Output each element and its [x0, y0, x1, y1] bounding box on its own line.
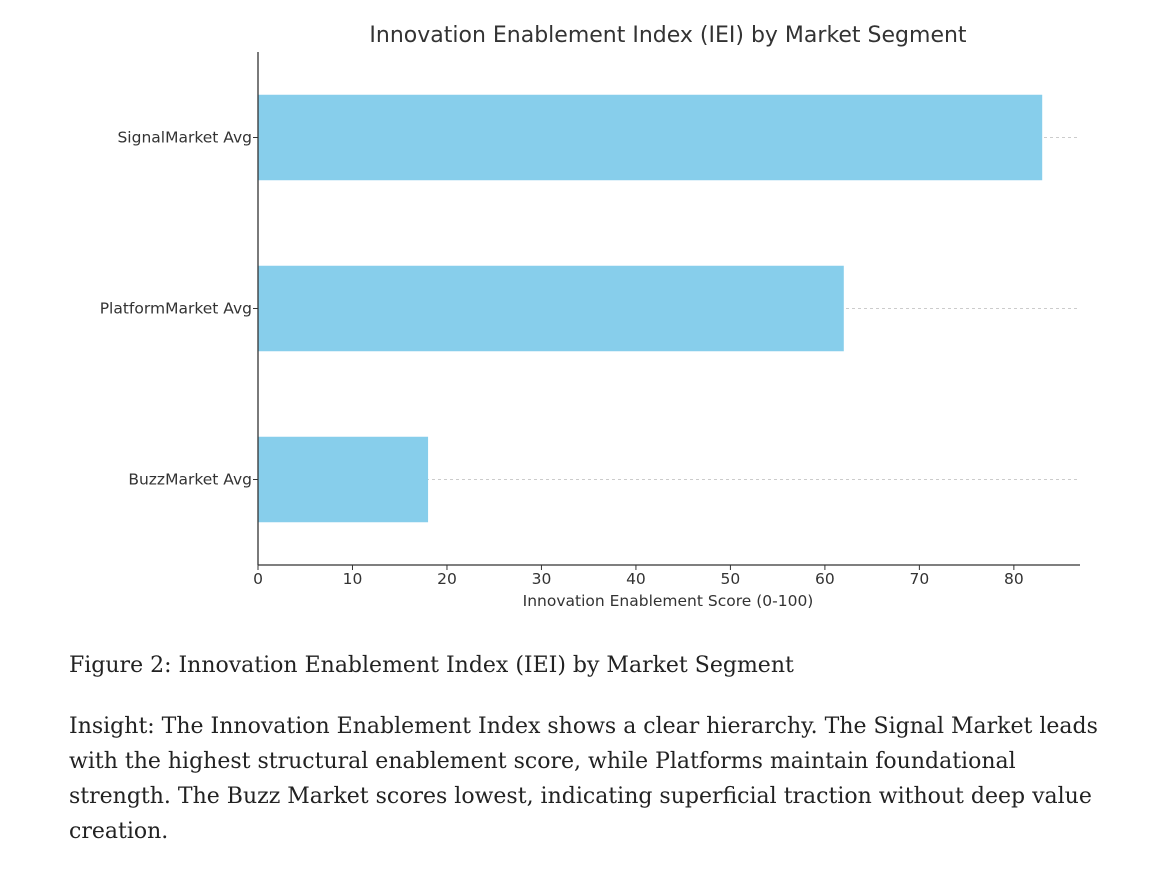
y-tick-label: BuzzMarket Avg — [128, 471, 252, 489]
x-tick-label: 20 — [437, 570, 457, 588]
x-tick-label: 80 — [1004, 570, 1024, 588]
x-tick-label: 0 — [253, 570, 263, 588]
bar-signalmarket-avg — [258, 94, 1043, 181]
insight-paragraph: Insight: The Innovation Enablement Index… — [69, 714, 1098, 844]
chart-title: Innovation Enablement Index (IEI) by Mar… — [369, 23, 967, 48]
x-tick-label: 70 — [910, 570, 930, 588]
figure-caption: Figure 2: Innovation Enablement Index (I… — [69, 653, 794, 678]
x-tick-label: 10 — [343, 570, 363, 588]
x-tick-label: 30 — [532, 570, 552, 588]
y-tick-label: SignalMarket Avg — [117, 129, 252, 147]
y-tick-label: PlatformMarket Avg — [100, 300, 252, 318]
x-tick-label: 60 — [815, 570, 835, 588]
bar-platformmarket-avg — [258, 265, 844, 352]
axes: SignalMarket Avg PlatformMarket Avg BuzzMa… — [100, 52, 1080, 588]
bar-buzzmarket-avg — [258, 436, 429, 523]
bar-chart: Innovation Enablement Index (IEI) by Mar… — [100, 23, 1080, 610]
x-tick-label: 40 — [626, 570, 646, 588]
x-axis-label: Innovation Enablement Score (0-100) — [523, 592, 814, 610]
bars — [258, 94, 1043, 523]
x-tick-label: 50 — [721, 570, 741, 588]
